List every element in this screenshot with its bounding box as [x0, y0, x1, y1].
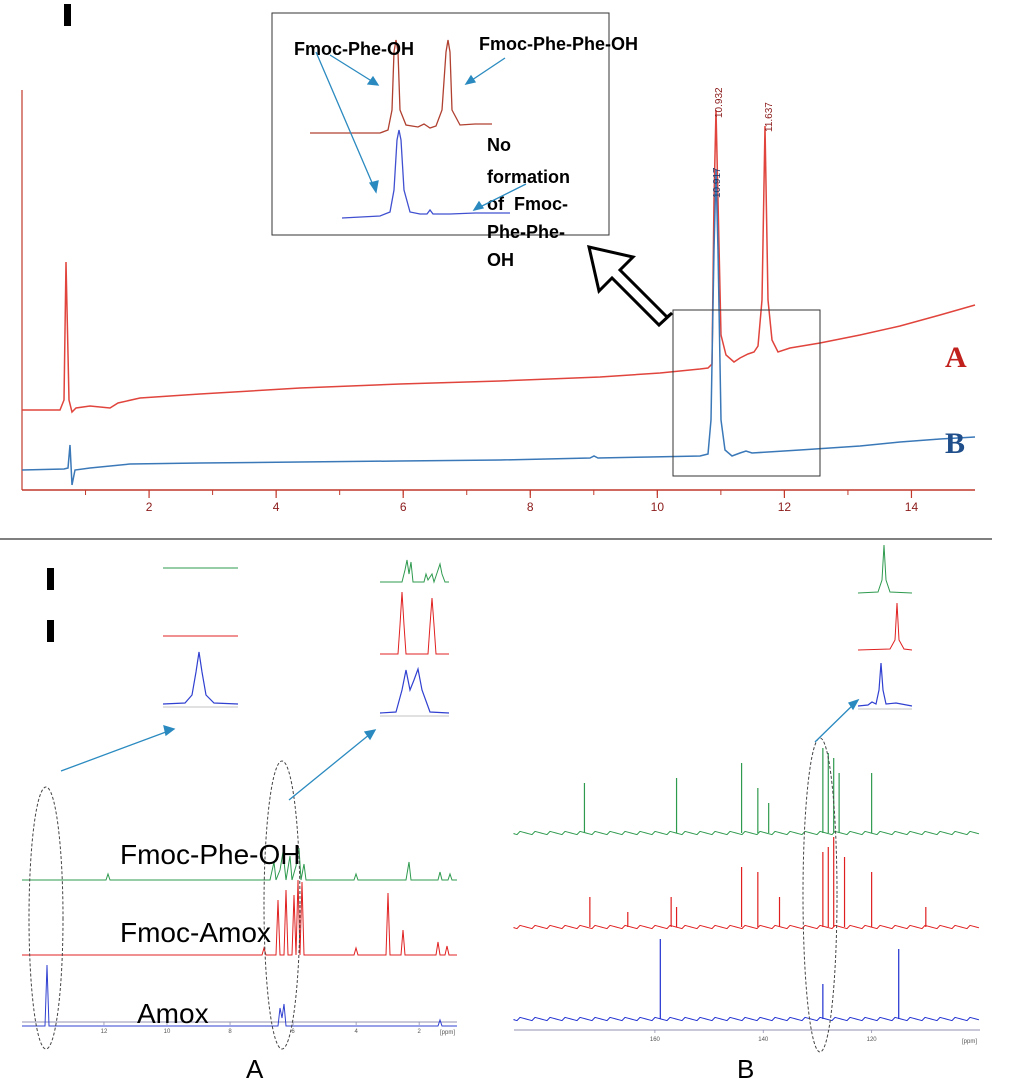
c-nmr-ticks: 160 140 120 [650, 1030, 877, 1043]
c-highlight [802, 737, 838, 1053]
c-spectrum-green [513, 748, 980, 836]
hplc-tick-label: 12 [778, 500, 792, 514]
c-green-baseline [513, 830, 980, 836]
h-tick-label: 2 [418, 1029, 422, 1035]
c-tick-label: 140 [758, 1037, 769, 1043]
peak-label-1: 10.932 [714, 87, 725, 118]
panel-a-label: A [246, 1054, 264, 1084]
c-inset [857, 544, 913, 710]
inset-arrows [315, 51, 527, 211]
c-zoom-arrow [814, 698, 860, 743]
zoom-box [672, 309, 821, 477]
inset-note-1: No [487, 135, 511, 155]
h-tick-label: 12 [101, 1029, 108, 1035]
h-spectrum-blue [22, 964, 457, 1027]
h-inset-left [162, 567, 239, 708]
hplc-tick-label: 2 [146, 500, 153, 514]
h-label-phe: Fmoc-Phe-OH [120, 839, 300, 870]
hplc-tick-label: 14 [905, 500, 919, 514]
h-spectrum-red [22, 879, 457, 956]
hplc-tick-label: 6 [400, 500, 407, 514]
trace-b [21, 169, 976, 486]
marker-mid-2 [47, 620, 54, 642]
c-nmr-unit: [ppm] [962, 1039, 977, 1045]
c-tick-label: 120 [867, 1037, 878, 1043]
inset-note-2: formation [487, 167, 570, 187]
inset-note-5: OH [487, 250, 514, 270]
inset-note-4: Phe-Phe- [487, 222, 565, 242]
h-inset-right [379, 559, 450, 717]
h-nmr-unit: [ppm] [440, 1030, 455, 1036]
hplc-tick-label: 10 [651, 500, 665, 514]
h-zoom-arrows [60, 725, 377, 801]
panel-b-label: B [737, 1054, 754, 1084]
c-spectrum-blue [513, 939, 980, 1022]
h-label-amox: Amox [137, 998, 209, 1029]
marker-mid-1 [47, 568, 54, 590]
h-nmr-ticks: 12 10 8 6 4 2 [101, 1022, 422, 1035]
series-b-label: B [945, 427, 965, 460]
inset-trace-blue [341, 129, 510, 219]
h-tick-label: 6 [291, 1029, 295, 1035]
h-spectrum-green [22, 847, 457, 881]
h-tick-label: 4 [354, 1029, 358, 1035]
marker-top [64, 4, 71, 26]
h-highlight-2 [263, 760, 301, 1050]
inset-label-2: Fmoc-Phe-Phe-OH [479, 34, 638, 54]
inset-note-3: of Fmoc- [487, 194, 568, 214]
c-tick-label: 160 [650, 1037, 661, 1043]
inset-box [271, 12, 610, 236]
c-red-baseline [513, 924, 980, 930]
c-blue-baseline [513, 1016, 980, 1022]
hplc-x-ticks: 2 4 6 8 10 12 14 [85, 490, 919, 514]
h-tick-label: 8 [228, 1029, 232, 1035]
series-a-label: A [945, 341, 967, 374]
h-tick-label: 10 [164, 1029, 171, 1035]
inset-label-1: Fmoc-Phe-OH [294, 39, 414, 59]
c-spectrum-red [513, 837, 980, 930]
inset-trace-red [310, 39, 492, 134]
hplc-tick-label: 8 [527, 500, 534, 514]
peak-label-3: 10.917 [712, 167, 723, 198]
h-highlight-1 [28, 786, 64, 1050]
big-arrow-icon [587, 245, 674, 328]
peak-label-2: 11.637 [764, 102, 775, 132]
h-label-fmoc-amox: Fmoc-Amox [120, 917, 271, 948]
trace-a [22, 109, 976, 414]
hplc-tick-label: 4 [273, 500, 280, 514]
